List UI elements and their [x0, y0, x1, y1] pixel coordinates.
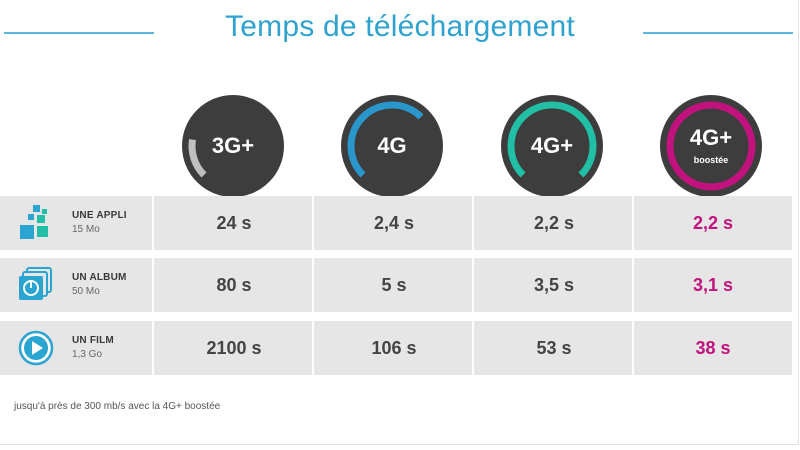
tech-ring — [501, 95, 603, 197]
tech-label: 4G — [377, 133, 407, 158]
table-cell: 2,2 s — [632, 196, 792, 250]
table-cell: 3,5 s — [472, 258, 634, 312]
row-size: 1,3 Go — [72, 349, 103, 360]
tech-sublabel: boostée — [693, 155, 729, 165]
footnote: jusqu'à près de 300 mb/s avec la 4G+ boo… — [14, 401, 221, 412]
table-cell: 2100 s — [152, 321, 314, 375]
value-4g-plus: 3,5 s — [533, 275, 575, 295]
tech-ring — [182, 95, 284, 197]
row-size: 50 Mo — [72, 286, 100, 297]
value-3g-plus: 24 s — [216, 213, 252, 233]
tech-circle-3g-plus: 3G+ — [182, 95, 284, 197]
table-row-album: UN ALBUM 50 Mo 80 s 5 s 3,5 s 3,1 s — [0, 258, 792, 312]
page-title: Temps de téléchargement — [225, 10, 575, 43]
ring-arc — [507, 101, 597, 178]
tech-label: 3G+ — [211, 133, 255, 158]
value-4g: 106 s — [371, 338, 417, 358]
value-4g-plus-boosted: 38 s — [695, 338, 731, 358]
table-cell: 3,1 s — [632, 258, 792, 312]
table-row-film: UN FILM 1,3 Go 2100 s 106 s 53 s 38 s — [0, 321, 792, 375]
tech-circle-4g: 4G — [341, 95, 443, 197]
row-name: UNE APPLI — [72, 210, 127, 221]
app-icon — [20, 205, 48, 239]
table-cell: 38 s — [632, 321, 792, 375]
value-4g-plus-boosted: 2,2 s — [692, 213, 734, 233]
tech-label: 4G+ — [689, 125, 733, 150]
table-row-app: UNE APPLI 15 Mo 24 s 2,4 s 2,2 s 2,2 s — [0, 196, 792, 250]
value-3g-plus: 80 s — [216, 275, 252, 295]
tech-ring — [660, 95, 762, 197]
tech-circle-4g-plus: 4G+ — [501, 95, 603, 197]
ring-arc — [666, 101, 756, 191]
table-cell: 80 s — [152, 258, 314, 312]
row-name: UN FILM — [72, 335, 114, 346]
table-cell: 5 s — [312, 258, 474, 312]
album-icon — [19, 267, 52, 300]
ring-arc — [347, 101, 424, 178]
row-size: 15 Mo — [72, 224, 100, 235]
play-icon — [18, 330, 54, 366]
tech-circle-4g-plus-boosted: 4G+ boostée — [660, 95, 762, 197]
value-4g-plus: 53 s — [536, 338, 572, 358]
table-cell: 53 s — [472, 321, 634, 375]
value-4g: 5 s — [381, 275, 407, 295]
table-cell: 106 s — [312, 321, 474, 375]
table-cell: 2,4 s — [312, 196, 474, 250]
table-cell: 24 s — [152, 196, 314, 250]
value-3g-plus: 2100 s — [206, 338, 262, 358]
table-cell: 2,2 s — [472, 196, 634, 250]
value-4g-plus-boosted: 3,1 s — [692, 275, 734, 295]
ring-arc — [188, 139, 207, 178]
tech-label: 4G+ — [530, 133, 574, 158]
value-4g: 2,4 s — [373, 213, 415, 233]
tech-ring — [341, 95, 443, 197]
title-rule-right — [643, 32, 793, 34]
value-4g-plus: 2,2 s — [533, 213, 575, 233]
row-name: UN ALBUM — [72, 272, 127, 283]
title-rule-left — [4, 32, 154, 34]
